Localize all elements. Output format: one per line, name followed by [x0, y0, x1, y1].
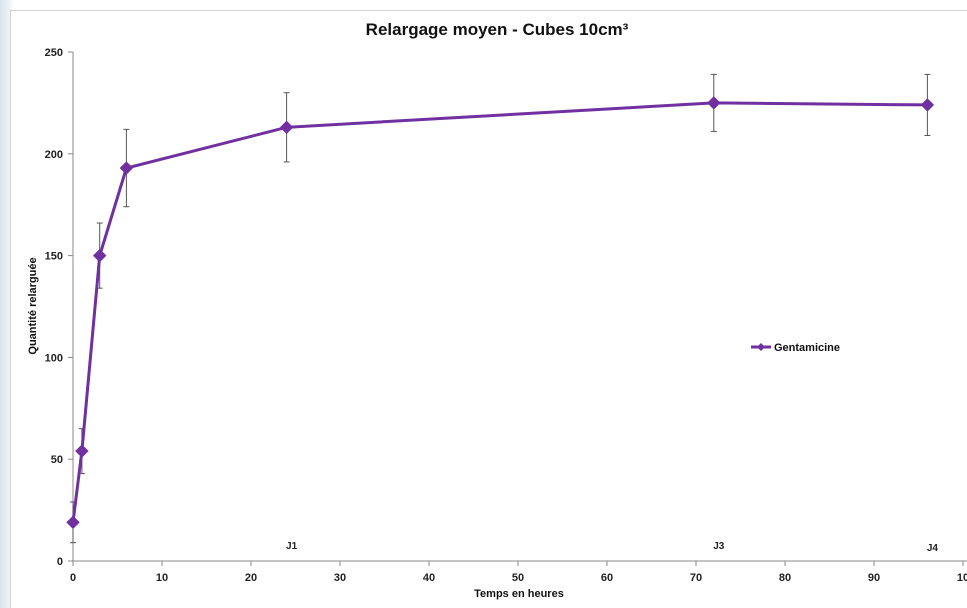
y-tick-label: 0 — [57, 556, 63, 568]
data-point — [119, 161, 134, 175]
data-point — [75, 444, 89, 458]
x-tick-label: 90 — [868, 572, 880, 584]
chart-frame — [10, 10, 967, 608]
y-tick-label: 50 — [51, 454, 63, 466]
data-point — [707, 96, 721, 110]
y-axis-title: Quantité relarguée — [27, 257, 39, 354]
x-tick-label: 70 — [690, 572, 702, 584]
x-axis-title: Temps en heures — [474, 588, 564, 600]
y-tick-label: 250 — [45, 47, 63, 59]
legend: Gentamicine — [751, 342, 840, 354]
y-tick-label: 150 — [45, 251, 63, 263]
y-tick-label: 200 — [45, 149, 63, 161]
x-tick-label: 10 — [957, 572, 967, 584]
annotation-label: J3 — [713, 541, 725, 552]
x-tick-label: 20 — [245, 572, 257, 584]
series-gentamicine — [66, 73, 935, 544]
data-point — [66, 515, 80, 530]
x-tick-label: 40 — [423, 572, 435, 584]
data-point — [279, 120, 294, 135]
y-tick-label: 100 — [45, 352, 63, 364]
legend-marker — [757, 343, 765, 351]
chart-title: Relargage moyen - Cubes 10cm³ — [366, 20, 629, 39]
x-tick-label: 50 — [512, 572, 524, 584]
series-line — [71, 101, 928, 523]
x-tick-label: 60 — [601, 572, 613, 584]
axes: 0 50 100 150 200 250 0 10 20 30 40 50 60 70 80 90 10 — [45, 47, 967, 584]
series-layer — [66, 73, 935, 544]
annotation-label: J1 — [286, 541, 298, 552]
annotations: J1 J3 J4 — [286, 541, 938, 554]
x-tick-label: 80 — [779, 572, 791, 584]
x-tick-label: 0 — [70, 572, 76, 584]
data-point — [92, 248, 107, 263]
data-point — [920, 98, 935, 112]
annotation-label: J4 — [927, 543, 939, 554]
legend-label: Gentamicine — [774, 342, 840, 354]
x-tick-label: 30 — [334, 572, 346, 584]
x-tick-label: 10 — [156, 572, 168, 584]
